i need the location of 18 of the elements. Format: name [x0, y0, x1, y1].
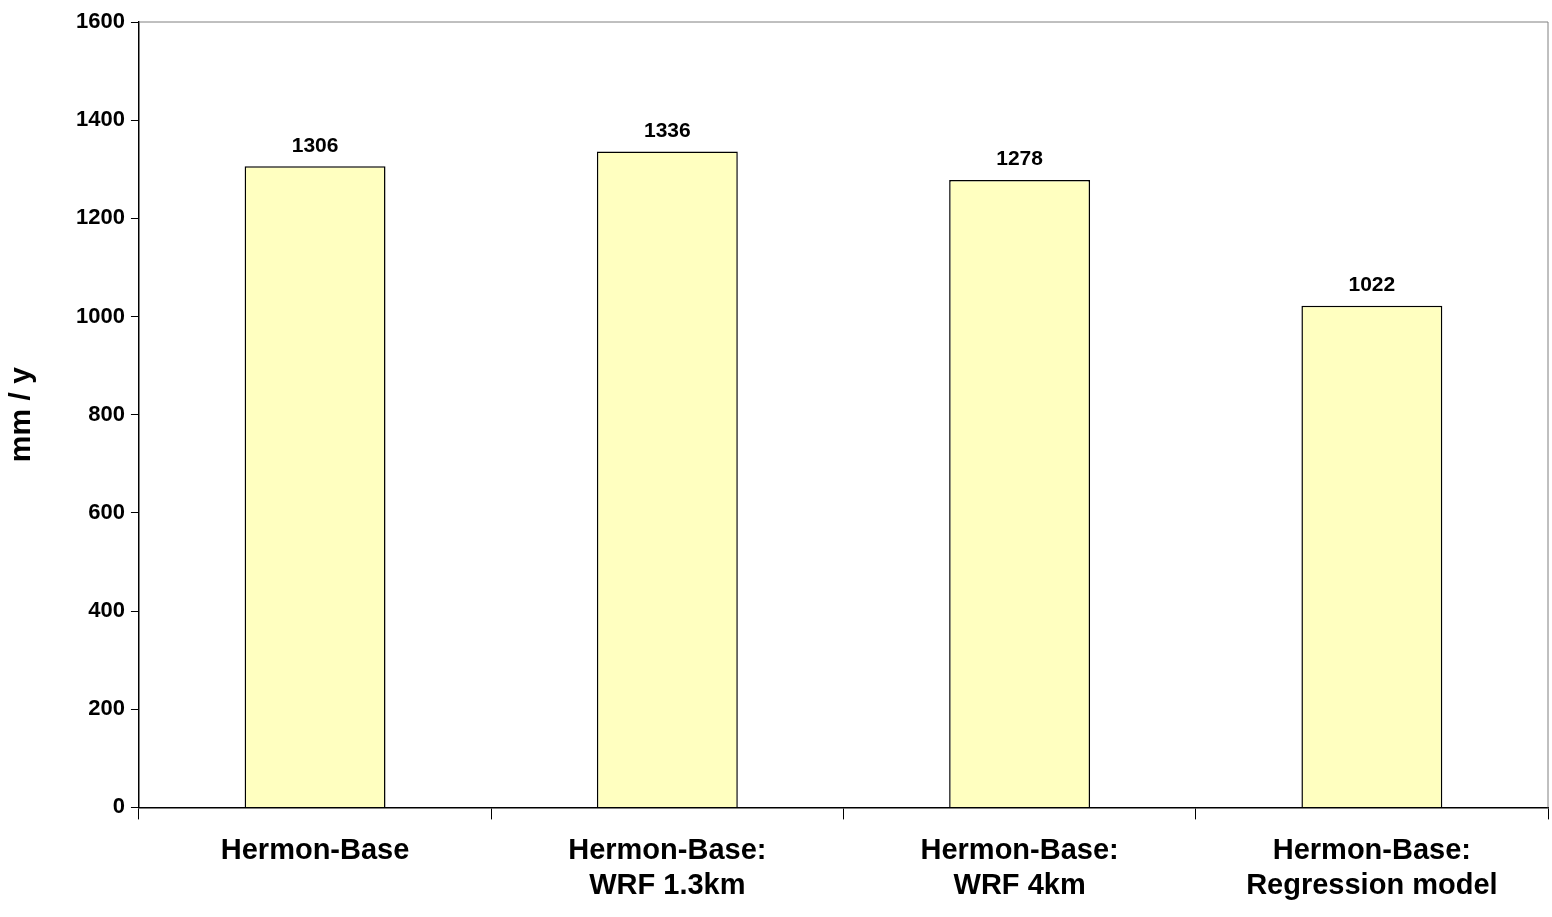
y-tick-label: 400: [88, 597, 125, 623]
x-tick-label: Hermon-Base: WRF 1.3km: [568, 832, 767, 900]
x-tick-label: Hermon-Base: [220, 832, 410, 865]
y-tick-label: 1400: [75, 106, 125, 132]
y-tick-label: 1200: [75, 204, 125, 230]
x-tick-label: Hermon-Base: Regression model: [1246, 832, 1498, 900]
y-tick-label: 0: [112, 793, 125, 819]
y-axis-title: mm / y: [3, 366, 37, 463]
data-label: 1022: [1348, 272, 1396, 296]
data-label: 1306: [291, 132, 339, 156]
y-tick-label: 800: [88, 400, 125, 426]
y-tick-label: 1600: [75, 8, 125, 34]
y-tick-label: 1000: [75, 302, 125, 328]
y-tick-label: 600: [88, 498, 125, 524]
y-tick-label: 200: [88, 695, 125, 721]
x-tick-label: Hermon-Base: WRF 4km: [920, 832, 1119, 900]
data-label: 1278: [996, 146, 1044, 170]
data-label: 1336: [643, 117, 691, 141]
